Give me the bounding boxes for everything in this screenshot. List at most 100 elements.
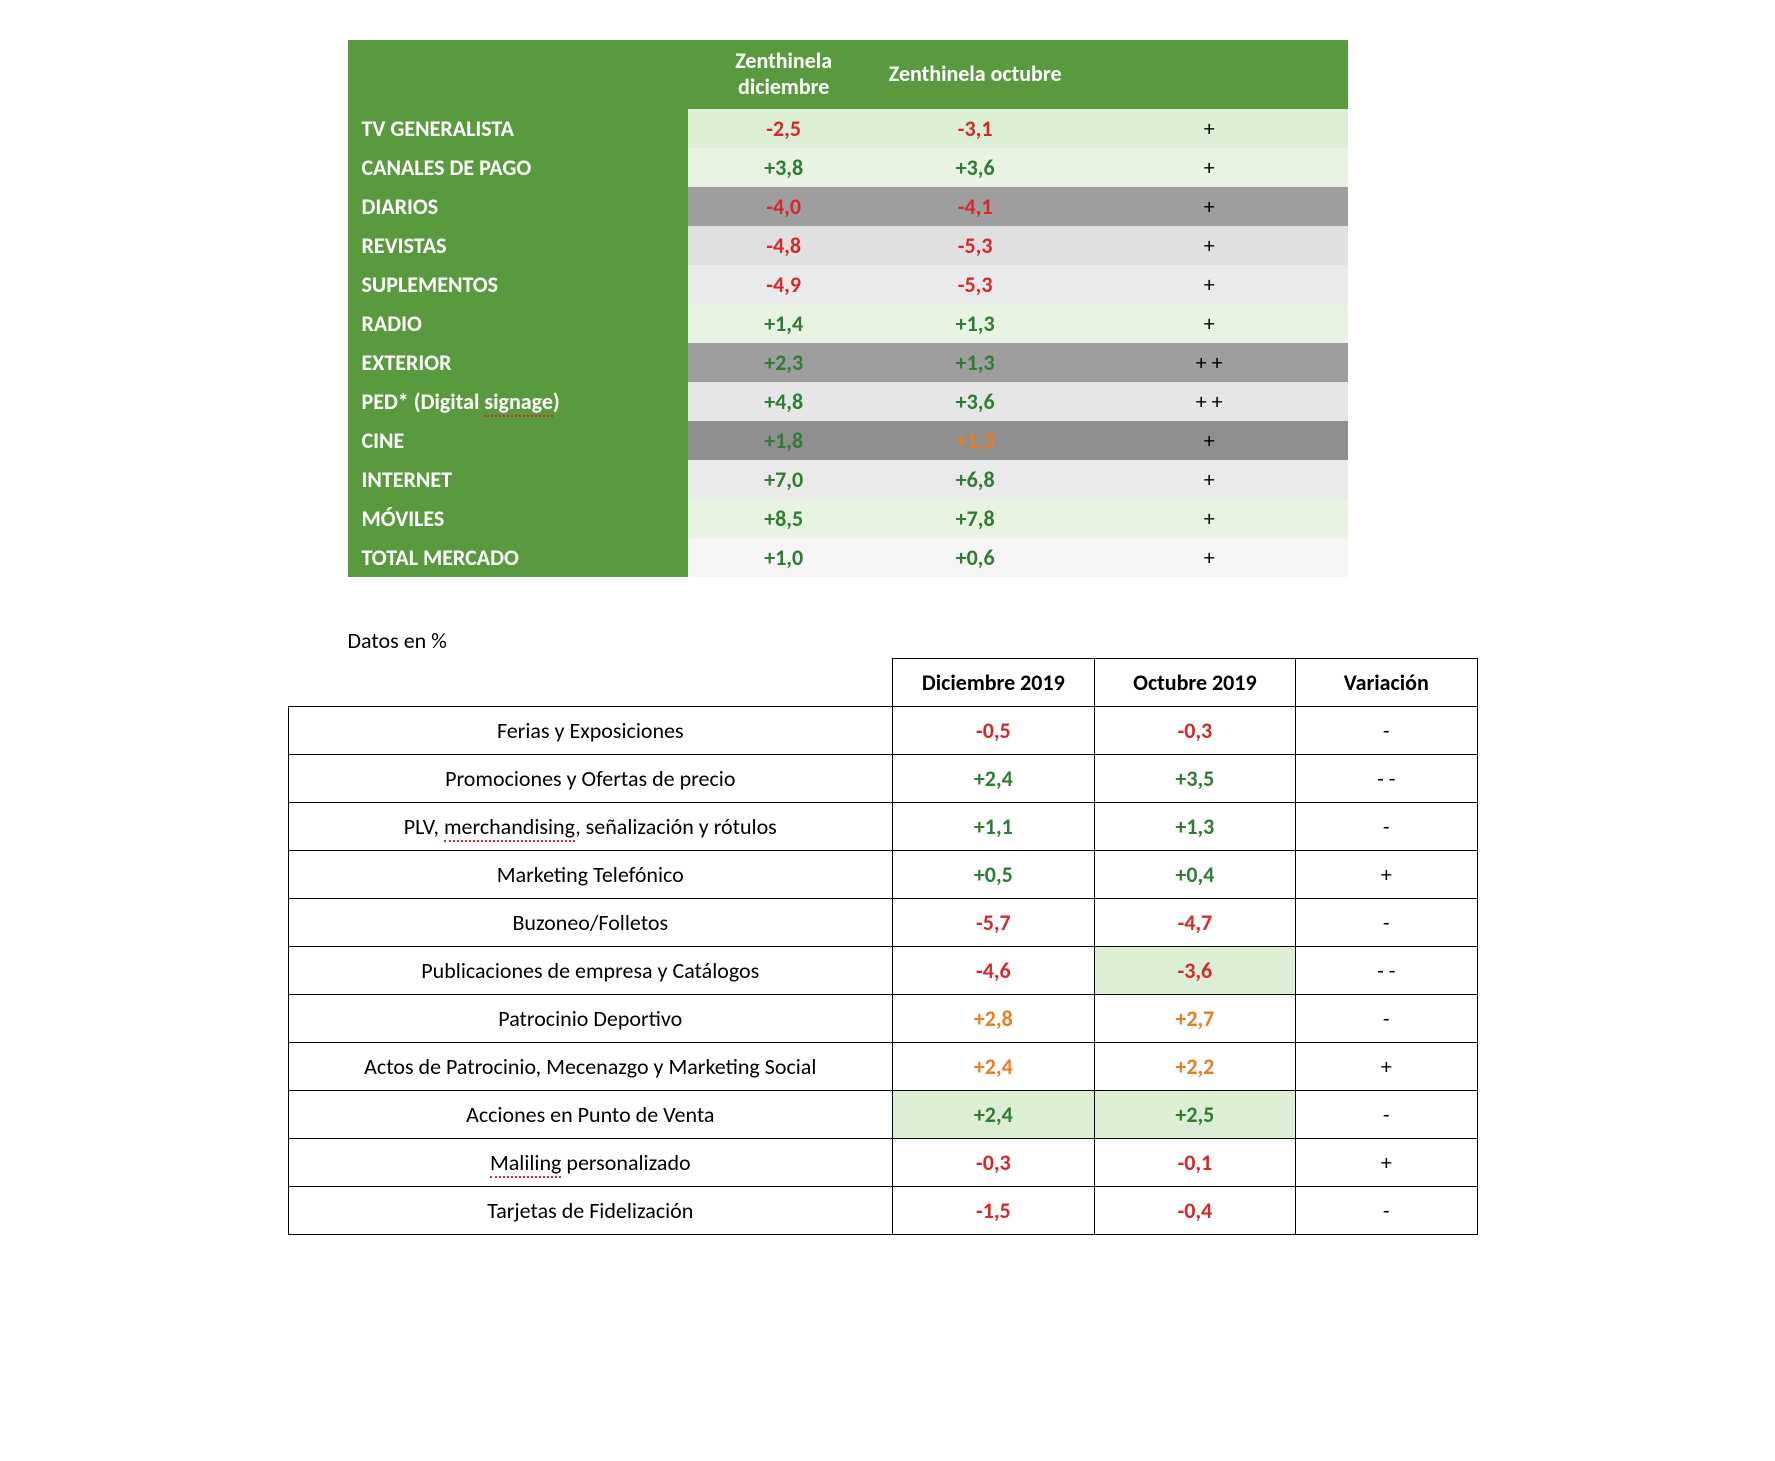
table2-row-label: Publicaciones de empresa y Catálogos: [288, 946, 893, 994]
zenthinela-table: Zenthinela diciembre Zenthinela octubre …: [348, 40, 1348, 577]
table1-row-label: CANALES DE PAGO: [348, 148, 688, 187]
table2-variation: - -: [1296, 754, 1477, 802]
table1-row-label: PED* (Digital signage): [348, 382, 688, 421]
table2-dec-value: -4,6: [893, 946, 1095, 994]
table2-dec-value: -1,5: [893, 1186, 1095, 1234]
table2-variation: +: [1296, 1138, 1477, 1186]
table2-variation: -: [1296, 706, 1477, 754]
table2-oct-value: -0,3: [1094, 706, 1296, 754]
table1-variation: +: [1071, 109, 1348, 148]
table1-variation: +: [1071, 265, 1348, 304]
table1-dec-value: +4,8: [688, 382, 879, 421]
table2-row: Promociones y Ofertas de precio+2,4+3,5-…: [288, 754, 1477, 802]
table1-row-label: RADIO: [348, 304, 688, 343]
table1-dec-value: +1,0: [688, 538, 879, 577]
table2-row: Acciones en Punto de Venta+2,4+2,5-: [288, 1090, 1477, 1138]
table2-row: Marketing Telefónico+0,5+0,4+: [288, 850, 1477, 898]
table2-row: Tarjetas de Fidelización-1,5-0,4-: [288, 1186, 1477, 1234]
table1-header-diciembre: Zenthinela diciembre: [688, 40, 879, 109]
table2-row: Maliling personalizado-0,3-0,1+: [288, 1138, 1477, 1186]
table2-row: Patrocinio Deportivo+2,8+2,7-: [288, 994, 1477, 1042]
table2-header-row: Diciembre 2019 Octubre 2019 Variación: [288, 658, 1477, 706]
table1-row-label: REVISTAS: [348, 226, 688, 265]
table2-row: Buzoneo/Folletos-5,7-4,7-: [288, 898, 1477, 946]
table1-variation: +: [1071, 460, 1348, 499]
table2-header-octubre: Octubre 2019: [1094, 658, 1296, 706]
table2-dec-value: +2,4: [893, 754, 1095, 802]
table1-row-label: MÓVILES: [348, 499, 688, 538]
table2-variation: -: [1296, 802, 1477, 850]
table1-oct-value: -4,1: [879, 187, 1070, 226]
table1-variation: + +: [1071, 343, 1348, 382]
table2-oct-value: +2,5: [1094, 1090, 1296, 1138]
table2-row-label: PLV, merchandising, señalización y rótul…: [288, 802, 893, 850]
table2-header-diciembre: Diciembre 2019: [893, 658, 1095, 706]
table1-dec-value: +8,5: [688, 499, 879, 538]
table1-header-row: Zenthinela diciembre Zenthinela octubre: [348, 40, 1348, 109]
table1-dec-value: +3,8: [688, 148, 879, 187]
table1-dec-value: -4,8: [688, 226, 879, 265]
table2-variation: -: [1296, 1186, 1477, 1234]
table1-row: MÓVILES+8,5+7,8+: [348, 499, 1348, 538]
table2-caption: Datos en %: [348, 627, 1488, 654]
table1-variation: +: [1071, 538, 1348, 577]
table2-dec-value: +2,8: [893, 994, 1095, 1042]
table1-oct-value: +3,6: [879, 148, 1070, 187]
table1-row: TV GENERALISTA-2,5-3,1+: [348, 109, 1348, 148]
table1-row: INTERNET+7,0+6,8+: [348, 460, 1348, 499]
table1-variation: +: [1071, 499, 1348, 538]
table1-oct-value: +1,3: [879, 421, 1070, 460]
table2-variation: +: [1296, 1042, 1477, 1090]
table1-row: CANALES DE PAGO+3,8+3,6+: [348, 148, 1348, 187]
table1-row-label: SUPLEMENTOS: [348, 265, 688, 304]
table1-row: RADIO+1,4+1,3+: [348, 304, 1348, 343]
table2-row: Ferias y Exposiciones-0,5-0,3-: [288, 706, 1477, 754]
table2-dec-value: -5,7: [893, 898, 1095, 946]
table1-dec-value: +1,8: [688, 421, 879, 460]
table2-oct-value: -0,4: [1094, 1186, 1296, 1234]
table1-variation: +: [1071, 304, 1348, 343]
table1-row-label: EXTERIOR: [348, 343, 688, 382]
table2-oct-value: -0,1: [1094, 1138, 1296, 1186]
table1-variation: +: [1071, 187, 1348, 226]
table2-row: PLV, merchandising, señalización y rótul…: [288, 802, 1477, 850]
table1-row: REVISTAS-4,8-5,3+: [348, 226, 1348, 265]
table2-variation: -: [1296, 1090, 1477, 1138]
table1-oct-value: +6,8: [879, 460, 1070, 499]
table2-row-label: Buzoneo/Folletos: [288, 898, 893, 946]
table1-variation: +: [1071, 421, 1348, 460]
table2-dec-value: +0,5: [893, 850, 1095, 898]
table2-variation: +: [1296, 850, 1477, 898]
table2-dec-value: -0,3: [893, 1138, 1095, 1186]
table1-oct-value: -3,1: [879, 109, 1070, 148]
table1-header-octubre: Zenthinela octubre: [879, 40, 1070, 109]
table1-dec-value: -2,5: [688, 109, 879, 148]
table2-row-label: Maliling personalizado: [288, 1138, 893, 1186]
table1-row: EXTERIOR+2,3+1,3+ +: [348, 343, 1348, 382]
table1-row-label: DIARIOS: [348, 187, 688, 226]
table1-header-variacion: [1071, 40, 1348, 109]
table1-dec-value: +7,0: [688, 460, 879, 499]
table1-row-label: CINE: [348, 421, 688, 460]
table1-row: DIARIOS-4,0-4,1+: [348, 187, 1348, 226]
table1-dec-value: -4,9: [688, 265, 879, 304]
table1-oct-value: +7,8: [879, 499, 1070, 538]
table1-row-label: TOTAL MERCADO: [348, 538, 688, 577]
table1-dec-value: +2,3: [688, 343, 879, 382]
table1-row: PED* (Digital signage)+4,8+3,6+ +: [348, 382, 1348, 421]
table2-oct-value: +0,4: [1094, 850, 1296, 898]
table2-oct-value: +3,5: [1094, 754, 1296, 802]
table1-oct-value: +3,6: [879, 382, 1070, 421]
table2-row-label: Ferias y Exposiciones: [288, 706, 893, 754]
table1-dec-value: +1,4: [688, 304, 879, 343]
table2-variation: -: [1296, 898, 1477, 946]
table2-dec-value: -0,5: [893, 706, 1095, 754]
table2-variation: - -: [1296, 946, 1477, 994]
table1-row-label: INTERNET: [348, 460, 688, 499]
table2-oct-value: -3,6: [1094, 946, 1296, 994]
table2-oct-value: +2,7: [1094, 994, 1296, 1042]
table1-header-blank: [348, 40, 688, 109]
table2-row: Publicaciones de empresa y Catálogos-4,6…: [288, 946, 1477, 994]
table2-dec-value: +1,1: [893, 802, 1095, 850]
table2-dec-value: +2,4: [893, 1090, 1095, 1138]
